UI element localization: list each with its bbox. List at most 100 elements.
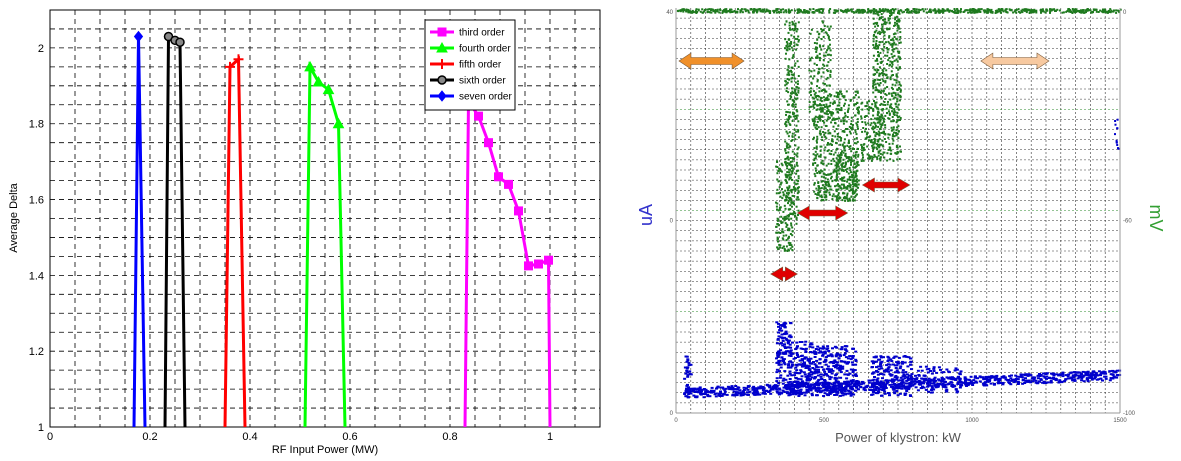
blue-point — [967, 383, 970, 386]
green-point — [1071, 8, 1074, 10]
green-point — [853, 192, 856, 195]
green-point — [1030, 10, 1033, 13]
blue-point — [742, 386, 746, 389]
green-point — [884, 126, 887, 129]
green-point — [879, 157, 882, 160]
blue-point — [894, 367, 898, 369]
blue-point — [785, 332, 789, 335]
green-point — [839, 160, 842, 163]
blue-point — [816, 389, 820, 392]
green-point — [855, 183, 858, 186]
green-point — [1056, 8, 1059, 11]
green-point — [822, 96, 825, 99]
blue-point — [788, 343, 792, 346]
legend-label-fifth-order: fifth order — [459, 60, 502, 71]
green-point — [844, 112, 846, 115]
green-point — [744, 10, 747, 13]
green-point — [883, 37, 886, 40]
green-point — [785, 48, 788, 51]
blue-point — [747, 393, 750, 396]
blue-point — [922, 382, 926, 385]
green-point — [1071, 12, 1074, 14]
blue-point — [964, 381, 968, 384]
blue-point — [1049, 381, 1053, 384]
blue-point — [940, 377, 944, 380]
green-point — [872, 44, 875, 46]
green-point — [794, 138, 797, 141]
green-point — [825, 137, 828, 140]
green-point — [872, 84, 875, 87]
blue-point — [914, 386, 918, 389]
green-point — [826, 49, 829, 52]
green-point — [845, 128, 847, 130]
blue-point — [849, 394, 853, 397]
green-point — [790, 41, 793, 43]
green-point — [851, 174, 854, 176]
blue-point — [1098, 373, 1102, 376]
green-point — [788, 78, 791, 81]
green-point — [891, 45, 894, 48]
green-point — [826, 64, 829, 67]
green-point — [886, 152, 889, 155]
green-point — [1053, 8, 1056, 11]
green-point — [1021, 11, 1024, 14]
green-point — [832, 101, 835, 104]
green-point — [791, 49, 794, 52]
green-point — [740, 8, 743, 11]
green-point — [898, 38, 901, 41]
green-point — [1080, 9, 1082, 12]
green-point — [843, 185, 846, 188]
green-point — [788, 114, 791, 117]
green-point — [959, 11, 962, 14]
blue-point — [870, 384, 874, 387]
blue-point — [918, 383, 922, 386]
green-point — [808, 91, 811, 94]
green-point — [1093, 9, 1096, 12]
green-point — [779, 206, 782, 209]
green-point — [895, 146, 898, 149]
blue-point — [1007, 381, 1011, 384]
green-point — [873, 68, 876, 71]
green-point — [825, 84, 828, 87]
green-point — [818, 95, 821, 98]
green-point — [783, 219, 786, 222]
blue-point — [915, 377, 919, 380]
green-point — [897, 24, 900, 27]
blue-point — [1042, 375, 1046, 378]
green-point — [826, 34, 829, 37]
blue-point — [1038, 373, 1041, 375]
green-point — [793, 165, 796, 168]
green-point — [818, 52, 821, 55]
green-point — [840, 187, 843, 190]
green-point — [866, 153, 869, 156]
green-point — [812, 162, 815, 165]
green-point — [818, 170, 820, 173]
green-point — [844, 145, 846, 148]
green-point — [787, 158, 790, 161]
blue-point — [870, 389, 874, 391]
green-point — [872, 85, 874, 88]
green-point — [825, 110, 828, 113]
green-point — [1066, 10, 1069, 12]
blue-point — [1029, 381, 1033, 384]
blue-point — [815, 371, 819, 374]
blue-point — [782, 358, 786, 361]
green-point — [853, 183, 856, 186]
blue-point — [851, 368, 855, 371]
green-point — [889, 146, 892, 149]
blue-point — [997, 380, 1001, 383]
green-point — [835, 128, 838, 130]
blue-point — [931, 379, 935, 382]
blue-point — [1115, 369, 1119, 372]
green-point — [875, 146, 878, 149]
green-point — [813, 124, 816, 127]
green-point — [794, 118, 797, 120]
green-point — [900, 150, 902, 153]
green-point — [885, 41, 887, 44]
blue-point — [841, 365, 845, 368]
green-point — [881, 25, 884, 28]
blue-point — [708, 395, 712, 398]
green-point — [884, 87, 887, 90]
green-point — [795, 117, 798, 119]
blue-point — [964, 379, 967, 382]
